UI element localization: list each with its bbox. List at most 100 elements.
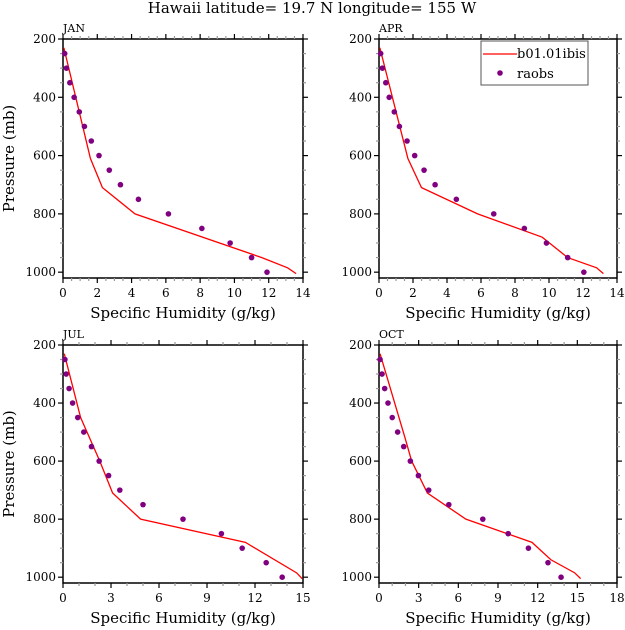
y-tick-label: 1000 <box>25 570 56 584</box>
raobs-point <box>377 356 383 363</box>
x-tick-label: 2 <box>409 286 417 300</box>
raobs-point <box>404 138 410 144</box>
x-tick-label: 14 <box>609 286 625 300</box>
y-tick-label: 200 <box>33 338 56 352</box>
legend-dot-swatch <box>497 70 503 76</box>
x-tick-label: 0 <box>59 286 67 300</box>
y-tick-label: 600 <box>349 454 372 468</box>
y-tick-label: 200 <box>349 338 372 352</box>
y-tick-label: 200 <box>33 32 56 46</box>
raobs-point <box>117 487 123 493</box>
y-tick-label: 600 <box>33 454 56 468</box>
raobs-point <box>69 400 76 406</box>
x-tick-label: 4 <box>443 286 451 300</box>
y-tick-label: 400 <box>33 396 56 410</box>
y-tick-label: 800 <box>33 207 56 221</box>
raobs-point <box>490 211 497 217</box>
y-tick-label: 400 <box>349 396 372 410</box>
raobs-point <box>279 574 286 580</box>
raobs-point <box>453 196 460 203</box>
raobs-point <box>67 79 73 86</box>
y-tick-label: 600 <box>33 149 56 163</box>
raobs-point <box>81 123 88 130</box>
raobs-point <box>505 530 511 537</box>
raobs-point <box>117 181 124 188</box>
plot-frame <box>378 344 618 584</box>
y-tick-label: 800 <box>33 512 56 526</box>
raobs-point <box>239 545 245 551</box>
raobs-point <box>106 167 113 173</box>
raobs-point <box>96 458 102 464</box>
raobs-point <box>63 371 69 377</box>
raobs-point <box>543 240 550 246</box>
raobs-point <box>74 414 81 421</box>
x-tick-label: 15 <box>570 591 585 605</box>
x-axis-label: Specific Humidity (g/kg) <box>405 304 591 322</box>
y-tick-label: 800 <box>349 207 372 221</box>
x-tick-label: 18 <box>609 591 624 605</box>
raobs-point <box>521 225 528 232</box>
legend-dot-label: raobs <box>517 67 554 82</box>
panel-label: JAN <box>62 22 85 35</box>
y-tick-label: 600 <box>349 149 372 163</box>
raobs-point <box>71 94 77 101</box>
model-line-b01.01ibis <box>379 353 582 580</box>
raobs-point <box>564 254 571 261</box>
raobs-point <box>545 559 551 566</box>
x-axis-label: Specific Humidity (g/kg) <box>90 304 276 322</box>
x-tick-label: 6 <box>162 286 170 300</box>
raobs-point <box>407 458 414 464</box>
panel-label: APR <box>378 22 403 35</box>
legend: b01.01ibis raobs <box>480 40 589 86</box>
raobs-point <box>180 516 186 522</box>
legend-box <box>480 40 589 86</box>
raobs-point <box>389 414 396 421</box>
raobs-point <box>581 269 587 275</box>
panel-label: JUL <box>62 328 85 341</box>
x-tick-label: 14 <box>295 286 311 300</box>
raobs-point <box>379 65 386 71</box>
x-axis-label: Specific Humidity (g/kg) <box>90 609 276 627</box>
raobs-point <box>88 138 95 144</box>
raobs-point <box>425 487 432 493</box>
y-tick-label: 1000 <box>341 265 372 279</box>
raobs-point <box>415 472 422 479</box>
raobs-point <box>396 123 403 130</box>
x-tick-label: 3 <box>107 591 115 605</box>
raobs-point <box>432 181 438 188</box>
x-axis-label: Specific Humidity (g/kg) <box>405 609 591 627</box>
raobs-point <box>81 429 87 435</box>
x-tick-label: 6 <box>455 591 463 605</box>
y-tick-label: 1000 <box>341 570 372 584</box>
x-tick-label: 12 <box>530 591 545 605</box>
raobs-point <box>377 50 384 57</box>
raobs-point <box>66 385 72 392</box>
raobs-point <box>391 109 398 115</box>
raobs-point <box>386 94 393 101</box>
x-tick-label: 15 <box>295 591 310 605</box>
raobs-point <box>558 574 564 580</box>
model-line-b01.01ibis <box>63 47 297 275</box>
x-tick-label: 4 <box>128 286 136 300</box>
plot-frame <box>62 344 304 584</box>
y-tick-label: 200 <box>349 32 372 46</box>
figure-title: Hawaii latitude= 19.7 N longitude= 155 W <box>148 0 477 17</box>
raobs-point <box>96 152 102 159</box>
raobs-point <box>88 443 95 450</box>
raobs-point <box>385 400 391 406</box>
x-tick-label: 12 <box>261 286 276 300</box>
x-tick-label: 10 <box>541 286 556 300</box>
x-tick-label: 6 <box>477 286 485 300</box>
raobs-point <box>165 211 172 217</box>
raobs-point <box>381 385 388 392</box>
raobs-point <box>411 152 418 159</box>
raobs-point <box>400 443 407 450</box>
x-tick-label: 9 <box>494 591 502 605</box>
raobs-point <box>76 109 83 115</box>
y-tick-label: 800 <box>349 512 372 526</box>
